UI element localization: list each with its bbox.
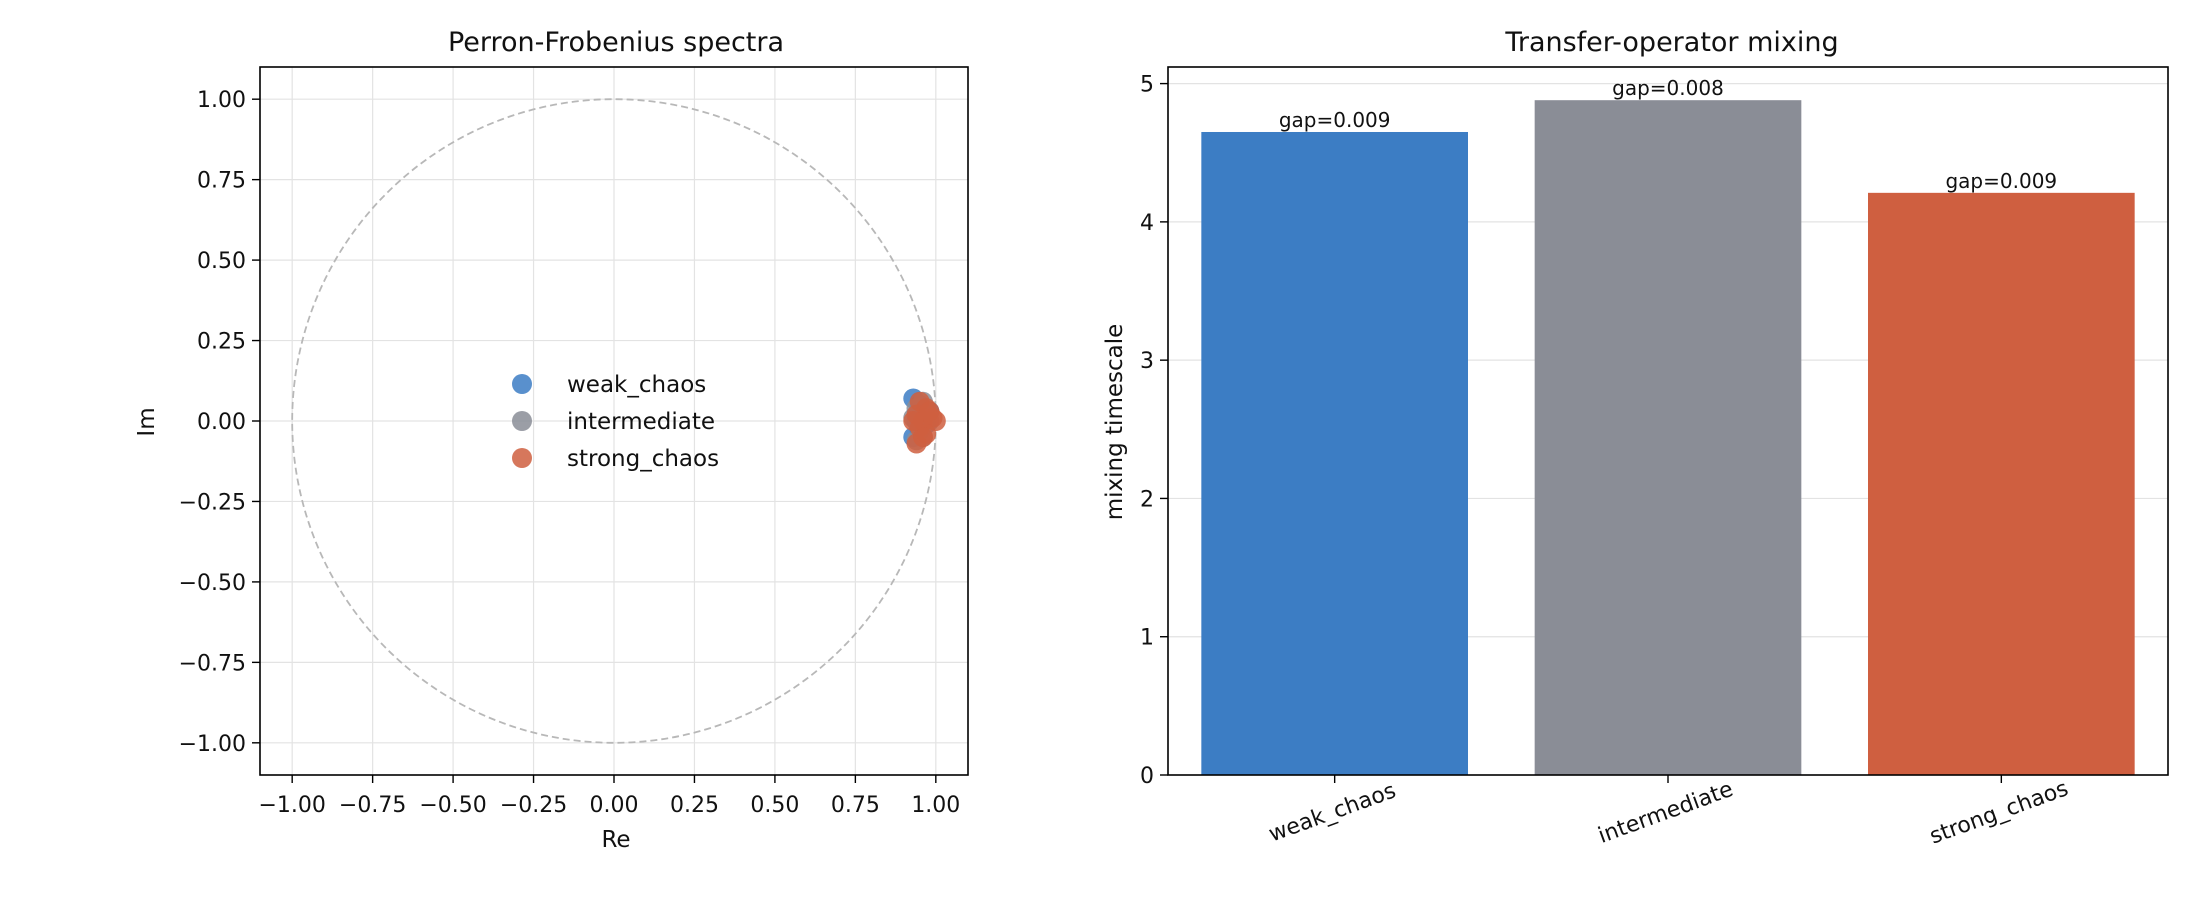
bar-data-label-strong-chaos: gap=0.009 (1945, 169, 2057, 193)
scatter-x-tick-label: 0.75 (831, 793, 880, 818)
bar-x-tick-label: strong_chaos (1926, 776, 2071, 849)
bar-y-tick-label: 0 (1140, 764, 1154, 789)
scatter-x-tick-label: 1.00 (911, 793, 960, 818)
eigenvalue-point-strong-chaos (919, 401, 940, 422)
eigenvalue-point-strong-chaos (912, 427, 933, 448)
spectra-panel: Perron-Frobenius spectra −1.00 −0.75 −0.50… (134, 27, 969, 853)
scatter-y-tick-label: 1.00 (197, 88, 246, 113)
bar-y-ticks: 0 1 2 3 4 5 (1140, 73, 1168, 789)
scatter-title: Perron-Frobenius spectra (448, 27, 784, 58)
bar-weak-chaos (1201, 131, 1468, 775)
bar-y-tick-label: 4 (1140, 211, 1154, 236)
scatter-x-ticks: −1.00 −0.75 −0.50 −0.25 0.00 0.25 0.50 0.75 1.00 (258, 775, 960, 818)
legend-marker-intermediate (512, 411, 532, 431)
scatter-y-tick-label: 0.50 (197, 249, 246, 274)
scatter-y-label: Im (134, 407, 160, 436)
bar-y-label: mixing timescale (1102, 324, 1128, 521)
scatter-x-tick-label: 0.50 (750, 793, 799, 818)
bar-strong-chaos (1868, 192, 2135, 775)
bar-data-label-weak-chaos: gap=0.009 (1279, 108, 1391, 132)
scatter-x-tick-label: −0.50 (419, 793, 486, 818)
bar-y-tick-label: 1 (1140, 626, 1154, 651)
bars (1201, 100, 2135, 775)
scatter-y-tick-label: −0.50 (179, 571, 246, 596)
scatter-legend: weak_chaos intermediate strong_chaos (512, 372, 719, 472)
scatter-y-tick-label: 0.25 (197, 330, 246, 355)
bar-data-label-intermediate: gap=0.008 (1612, 76, 1724, 100)
scatter-points (903, 388, 946, 454)
bar-y-tick-label: 2 (1140, 487, 1154, 512)
bar-title: Transfer-operator mixing (1504, 27, 1838, 58)
bar-y-tick-label: 5 (1140, 73, 1154, 98)
scatter-x-tick-label: −1.00 (258, 793, 325, 818)
scatter-x-tick-label: 0.00 (590, 793, 639, 818)
scatter-x-tick-label: −0.75 (339, 793, 406, 818)
scatter-y-tick-label: −1.00 (179, 732, 246, 757)
scatter-y-tick-label: 0.00 (197, 410, 246, 435)
scatter-y-tick-label: −0.75 (179, 651, 246, 676)
mixing-panel: Transfer-operator mixing gap=0.009gap=0.… (1102, 27, 2169, 850)
bar-x-tick-label: intermediate (1595, 777, 1737, 849)
bar-y-tick-label: 3 (1140, 349, 1154, 374)
legend-marker-strong-chaos (512, 448, 532, 468)
legend-label-weak-chaos: weak_chaos (567, 372, 706, 398)
scatter-x-tick-label: −0.25 (500, 793, 567, 818)
bar-x-ticks: weak_chaos intermediate strong_chaos (1266, 775, 2072, 850)
scatter-x-tick-label: 0.25 (670, 793, 719, 818)
scatter-grid (260, 67, 968, 775)
bar-x-tick-label: weak_chaos (1266, 778, 1400, 847)
eigenvalue-point-strong-chaos (903, 411, 924, 431)
bar-data-labels: gap=0.009 gap=0.008 gap=0.009 (1279, 76, 2057, 193)
legend-label-intermediate: intermediate (567, 409, 715, 435)
scatter-x-label: Re (601, 827, 630, 853)
scatter-y-ticks: 1.00 0.75 0.50 0.25 0.00 −0.25 −0.50 −0.75 −1.00 (179, 88, 260, 757)
scatter-y-tick-label: −0.25 (179, 490, 246, 515)
legend-label-strong-chaos: strong_chaos (567, 446, 719, 472)
bar-intermediate (1534, 100, 1802, 775)
scatter-y-tick-label: 0.75 (197, 169, 246, 194)
legend-marker-weak-chaos (512, 374, 532, 394)
